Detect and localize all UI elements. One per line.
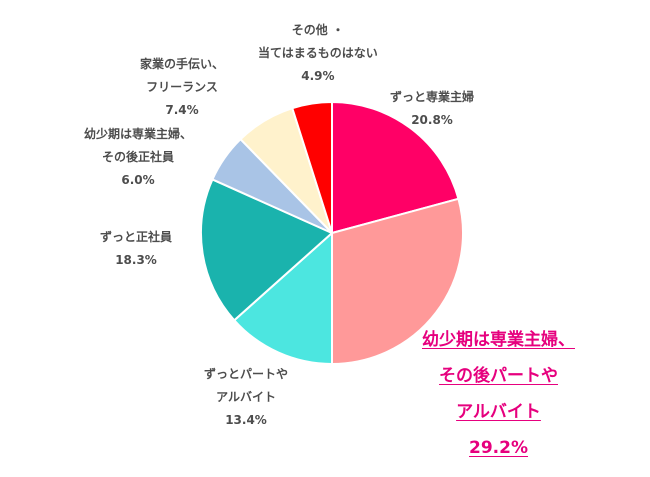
pie-slice-3 — [200, 178, 333, 322]
pie-slice-1 — [331, 197, 464, 365]
slice-label-3: ずっと正社員 18.3% — [100, 230, 173, 267]
pie-slice-6 — [291, 101, 333, 234]
pie-slice-2 — [233, 232, 333, 365]
pie-slice-0 — [331, 101, 460, 234]
slice-label-0: ずっと専業主婦 20.8% — [390, 90, 475, 127]
slice-label-5: 家業の手伝い、 フリーランス 7.4% — [140, 57, 225, 117]
slice-label-1: 幼少期は専業主婦、 その後パートや アルバイト 29.2% — [422, 330, 575, 458]
slice-label-2: ずっとパートや アルバイト 13.4% — [204, 367, 289, 427]
slice-label-6: その他 ・ 当てはまるものはない 4.9% — [258, 23, 378, 83]
slice-label-4: 幼少期は専業主婦、 その後正社員 6.0% — [84, 127, 193, 187]
